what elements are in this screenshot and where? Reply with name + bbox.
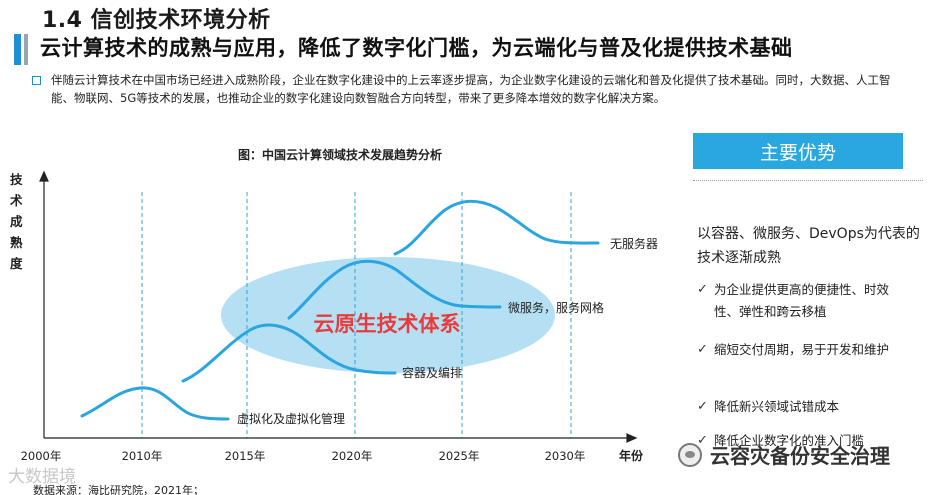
x-tick-label: 2010年 <box>122 449 163 463</box>
y-axis-label: 技术成熟度 <box>9 172 23 271</box>
x-tick-label: 2020年 <box>332 449 373 463</box>
section-title: 1.4 信创技术环境分析 <box>42 8 271 33</box>
watermark-bottom-right: 云容灾备份安全治理 <box>678 440 890 469</box>
y-axis-arrow-icon <box>39 170 49 182</box>
cloud-native-label: 云原生技术体系 <box>314 312 461 336</box>
check-icon: ✓ <box>697 399 708 414</box>
y-axis-label-char: 成 <box>10 214 23 229</box>
advantage-item: ✓ 降低新兴领域试错成本 <box>697 396 897 418</box>
page-headline: 云计算技术的成熟与应用，降低了数字化门槛，为云端化与普及化提供技术基础 <box>40 36 793 60</box>
advantages-header: 主要优势 <box>693 133 903 169</box>
x-axis-arrow-icon <box>626 433 638 443</box>
wechat-icon <box>678 442 702 467</box>
title-accent-bar-secondary <box>24 34 28 65</box>
check-icon: ✓ <box>697 282 708 297</box>
x-axis-label: 年份 <box>619 448 644 463</box>
x-tick-label: 2000年 <box>21 449 62 463</box>
y-axis-label-char: 熟 <box>10 235 23 250</box>
curve-containers <box>181 323 397 383</box>
watermark-bottom-right-text: 云容灾备份安全治理 <box>710 444 890 468</box>
advantages-intro: 以容器、微服务、DevOps为代表的技术逐渐成熟 <box>697 226 920 266</box>
intro-bullet-icon <box>32 76 41 85</box>
curve-label-serverless: 无服务器 <box>610 236 658 251</box>
watermark-bottom-left: 大数据境 <box>8 467 76 487</box>
advantage-item-text: 降低企业数字化的准入门槛 <box>714 433 865 448</box>
curve-label-containers: 容器及编排 <box>402 365 462 380</box>
data-source-note: 数据来源：海比研究院，2021年； <box>33 484 204 495</box>
cloud-native-ellipse <box>221 257 555 373</box>
x-tick-label: 2015年 <box>225 449 266 463</box>
advantage-item: ✓ 降低企业数字化的准入门槛 <box>697 430 897 452</box>
x-tick-labels: 2000年 2010年 2015年 2020年 2025年 2030年 <box>21 449 586 463</box>
advantage-item-text: 降低新兴领域试错成本 <box>714 399 840 414</box>
y-axis-label-char: 技 <box>10 172 23 187</box>
y-axis-label-char: 术 <box>9 193 23 208</box>
y-axis-label-char: 度 <box>10 256 23 271</box>
check-icon: ✓ <box>697 342 708 357</box>
curve-label-virtualization: 虚拟化及虚拟化管理 <box>237 411 345 426</box>
curve-label-microservices: 微服务，服务网格 <box>508 300 604 315</box>
intro-paragraph: 伴随云计算技术在中国市场已经进入成熟阶段，企业在数字化建设中的上云率逐步提高，为… <box>51 73 891 105</box>
check-icon: ✓ <box>697 433 708 448</box>
advantage-item-text: 为企业提供更高的便捷性、时效性、弹性和跨云移植 <box>714 282 890 319</box>
year-gridlines <box>141 192 572 438</box>
y-axis-label-text: 技术成熟度 <box>9 172 23 271</box>
advantages-divider <box>693 180 923 181</box>
advantage-item: ✓ 缩短交付周期，易于开发和维护 <box>697 339 897 361</box>
advantage-item-text: 缩短交付周期，易于开发和维护 <box>714 342 890 357</box>
x-tick-label: 2030年 <box>545 449 586 463</box>
curve-virtualization <box>80 386 230 421</box>
title-accent-bar <box>14 34 21 65</box>
figure-title: 图：中国云计算领域技术发展趋势分析 <box>238 148 443 162</box>
axes <box>39 170 638 443</box>
x-tick-label: 2025年 <box>439 449 480 463</box>
advantage-item: ✓ 为企业提供更高的便捷性、时效性、弹性和跨云移植 <box>697 279 897 323</box>
curve-serverless <box>393 199 600 256</box>
curve-microservices <box>287 259 502 320</box>
